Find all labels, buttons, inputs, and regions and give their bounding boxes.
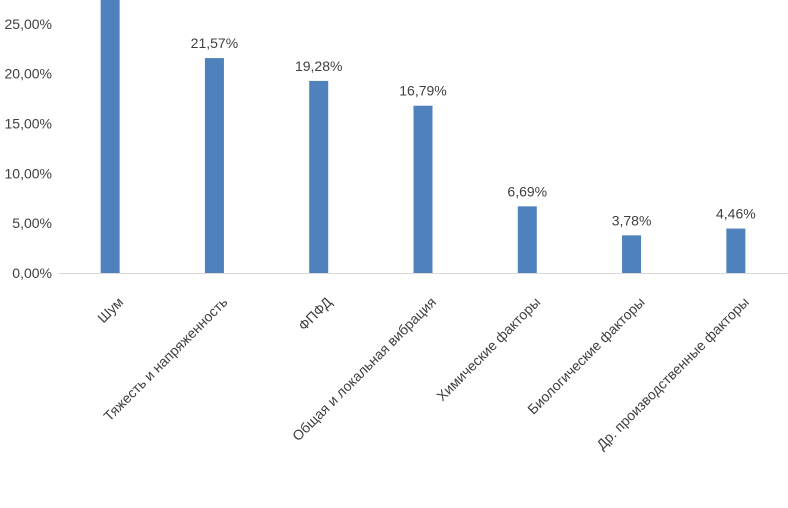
bar — [309, 80, 329, 273]
bar — [517, 206, 537, 273]
category-label: Шум — [94, 294, 126, 326]
y-tick-label: 15,00% — [5, 116, 52, 132]
bars — [100, 0, 746, 274]
y-tick-label: 10,00% — [5, 165, 52, 181]
data-label: 6,69% — [507, 183, 547, 199]
bar — [413, 105, 433, 274]
data-label: 21,57% — [191, 35, 238, 51]
bar — [726, 228, 746, 273]
y-tick-label: 20,00% — [5, 66, 52, 82]
y-axis-ticks: 0,00% 5,00% 10,00% 15,00% 20,00% 25,00% — [5, 16, 52, 281]
bar — [204, 58, 224, 274]
data-label: 4,46% — [716, 206, 756, 222]
category-label: Биологические факторы — [524, 294, 648, 418]
category-label: ФПФД — [295, 293, 335, 333]
y-tick-label: 5,00% — [12, 215, 52, 231]
data-label: 19,28% — [295, 58, 342, 74]
data-label: 3,78% — [612, 212, 652, 228]
bar — [100, 0, 120, 273]
data-label: 16,79% — [399, 83, 446, 99]
y-tick-label: 0,00% — [12, 265, 52, 281]
bar — [622, 235, 642, 273]
data-labels: 21,57% 19,28% 16,79% 6,69% 3,78% 4,46% — [191, 35, 756, 228]
y-tick-label: 25,00% — [5, 16, 52, 32]
category-label: Тяжесть и напряженность — [100, 294, 230, 424]
category-label: Химические факторы — [433, 294, 543, 404]
